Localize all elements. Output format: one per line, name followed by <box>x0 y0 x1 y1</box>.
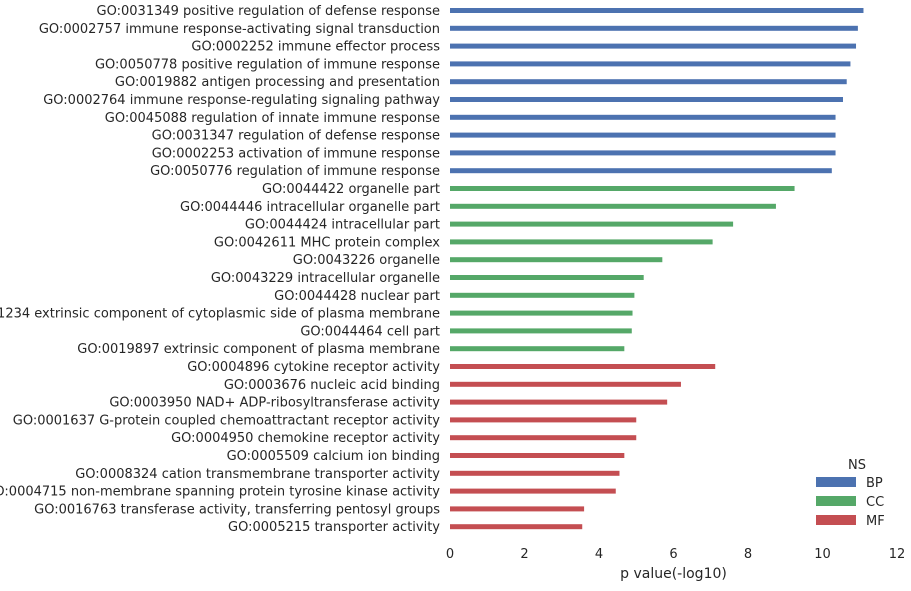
bar-bp <box>450 114 836 120</box>
bar-mf <box>450 453 625 458</box>
y-tick-label: GO:0008324 cation transmembrane transpor… <box>75 467 440 482</box>
y-tick-label: GO:0004896 cytokine receptor activity <box>187 360 440 375</box>
x-tick-label: 6 <box>669 547 677 562</box>
legend-label-bp: BP <box>866 476 883 491</box>
x-axis-label: p value(-log10) <box>620 566 727 582</box>
legend-swatch-cc <box>816 496 856 506</box>
y-tick-labels: GO:0031349 positive regulation of defens… <box>0 4 440 535</box>
y-tick-label: GO:0044446 intracellular organelle part <box>180 200 440 215</box>
y-tick-label: GO:0005509 calcium ion binding <box>227 449 440 464</box>
bar-cc <box>450 203 776 209</box>
bar-mf <box>450 399 668 405</box>
bar-bp <box>450 97 843 102</box>
bar-cc <box>450 292 635 298</box>
y-tick-label: GO:0031234 extrinsic component of cytopl… <box>0 307 440 322</box>
bar-bp <box>450 43 857 49</box>
bar-bp <box>450 61 851 67</box>
y-tick-label: GO:0003676 nucleic acid binding <box>224 378 440 393</box>
bar-mf <box>450 488 616 494</box>
y-tick-label: GO:0031349 positive regulation of defens… <box>97 4 440 19</box>
bar-cc <box>450 221 734 227</box>
y-tick-label: GO:0001637 G-protein coupled chemoattrac… <box>13 413 441 428</box>
bar-mf <box>450 435 637 441</box>
bar-cc <box>450 310 633 316</box>
bar-cc <box>450 257 663 263</box>
y-tick-label: GO:0044464 cell part <box>300 324 440 339</box>
bar-mf <box>450 470 620 476</box>
y-tick-label: GO:0005215 transporter activity <box>228 520 440 535</box>
x-tick-label: 8 <box>744 547 752 562</box>
y-tick-label: GO:0002252 immune effector process <box>191 40 440 55</box>
y-tick-label: GO:0019882 antigen processing and presen… <box>115 75 440 90</box>
x-tick-label: 4 <box>595 547 603 562</box>
legend-swatch-mf <box>816 515 856 525</box>
y-tick-label: GO:0044424 intracellular part <box>245 218 440 233</box>
bar-mf <box>450 381 681 387</box>
bar-mf <box>450 417 637 423</box>
bar-bp <box>450 132 836 138</box>
y-tick-label: GO:0003950 NAD+ ADP-ribosyltransferase a… <box>109 396 440 411</box>
y-tick-label: GO:0002253 activation of immune response <box>152 146 440 161</box>
y-tick-label: GO:0031347 regulation of defense respons… <box>152 129 440 144</box>
x-tick-label: 2 <box>520 547 528 562</box>
x-tick-label: 10 <box>814 547 831 562</box>
bar-mf <box>450 364 716 369</box>
bar-cc <box>450 239 713 245</box>
y-tick-label: GO:0042611 MHC protein complex <box>214 235 440 250</box>
y-tick-label: GO:0050778 positive regulation of immune… <box>95 57 440 72</box>
bar-bp <box>450 150 836 156</box>
y-tick-label: GO:0044428 nuclear part <box>274 289 440 304</box>
y-tick-label: GO:0019897 extrinsic component of plasma… <box>77 342 440 357</box>
x-tick-label: 0 <box>446 547 454 562</box>
bar-bp <box>450 79 847 85</box>
bar-cc <box>450 328 632 334</box>
bar-cc <box>450 275 644 280</box>
y-tick-label: GO:0004950 chemokine receptor activity <box>171 431 440 446</box>
y-tick-label: GO:0044422 organelle part <box>262 182 440 197</box>
y-tick-label: GO:0043229 intracellular organelle <box>211 271 440 286</box>
y-tick-label: GO:0016763 transferase activity, transfe… <box>34 502 440 517</box>
legend-label-cc: CC <box>866 495 884 510</box>
y-tick-label: GO:0045088 regulation of innate immune r… <box>105 111 440 126</box>
bar-mf <box>450 524 583 530</box>
bars <box>450 8 864 530</box>
x-tick-label: 12 <box>889 547 906 562</box>
bar-bp <box>450 25 858 31</box>
bar-bp <box>450 8 864 13</box>
y-tick-label: GO:0043226 organelle <box>293 253 440 268</box>
legend-swatch-bp <box>816 477 856 487</box>
y-tick-label: GO:0050776 regulation of immune response <box>150 164 440 179</box>
bar-cc <box>450 186 795 191</box>
x-axis: 0 2 4 6 8 10 12 p value(-log10) <box>446 547 905 582</box>
bar-mf <box>450 506 585 512</box>
y-tick-label: GO:0002764 immune response-regulating si… <box>43 93 440 108</box>
legend-title: NS <box>848 458 866 473</box>
legend-label-mf: MF <box>866 514 885 529</box>
bar-cc <box>450 346 625 352</box>
bar-bp <box>450 168 832 174</box>
y-tick-label: GO:0002757 immune response-activating si… <box>39 22 440 37</box>
y-tick-label: GO:0004715 non-membrane spanning protein… <box>0 485 440 500</box>
